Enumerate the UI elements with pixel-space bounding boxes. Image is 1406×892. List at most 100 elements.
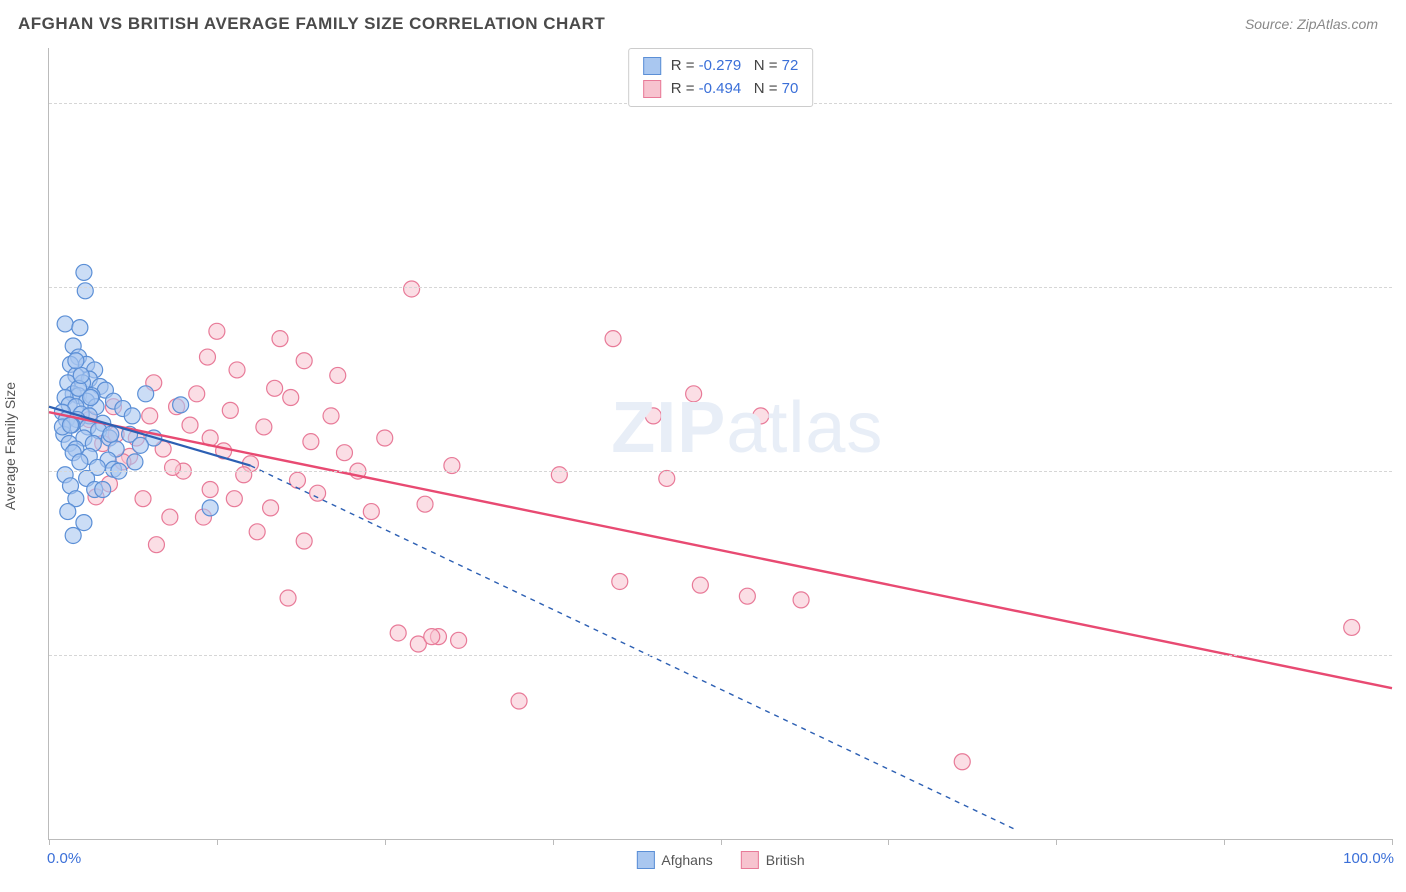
data-point <box>289 472 305 488</box>
data-point <box>189 386 205 402</box>
trend-line <box>49 412 1392 688</box>
data-point <box>103 426 119 442</box>
data-point <box>363 504 379 520</box>
data-point <box>135 491 151 507</box>
x-tick <box>49 839 50 845</box>
chart-title: AFGHAN VS BRITISH AVERAGE FAMILY SIZE CO… <box>18 14 605 34</box>
data-point <box>296 533 312 549</box>
data-point <box>377 430 393 446</box>
legend-swatch <box>643 80 661 98</box>
data-point <box>73 367 89 383</box>
data-point <box>511 693 527 709</box>
source-value: ZipAtlas.com <box>1297 16 1378 32</box>
data-point <box>417 496 433 512</box>
legend-row: R = -0.279 N = 72 <box>643 55 799 78</box>
y-tick-label: 4.00 <box>1398 279 1406 296</box>
data-point <box>404 281 420 297</box>
data-point <box>65 527 81 543</box>
plot-svg <box>49 48 1392 839</box>
source-label: Source: <box>1245 16 1293 32</box>
data-point <box>209 323 225 339</box>
data-point <box>76 264 92 280</box>
data-point <box>229 362 245 378</box>
data-point <box>551 467 567 483</box>
data-point <box>222 402 238 418</box>
data-point <box>451 632 467 648</box>
grid-line <box>49 287 1392 288</box>
data-point <box>138 386 154 402</box>
legend-swatch <box>741 851 759 869</box>
data-point <box>793 592 809 608</box>
data-point <box>132 437 148 453</box>
data-point <box>68 353 84 369</box>
data-point <box>236 467 252 483</box>
series-legend-label: Afghans <box>661 852 712 868</box>
data-point <box>95 481 111 497</box>
data-point <box>83 390 99 406</box>
data-point <box>202 481 218 497</box>
x-tick <box>385 839 386 845</box>
chart-header: AFGHAN VS BRITISH AVERAGE FAMILY SIZE CO… <box>0 0 1406 44</box>
series-legend-item: Afghans <box>636 851 712 869</box>
data-point <box>303 434 319 450</box>
y-tick-label: 5.00 <box>1398 95 1406 112</box>
data-point <box>954 754 970 770</box>
data-point <box>226 491 242 507</box>
data-point <box>659 470 675 486</box>
x-tick-label: 100.0% <box>1343 850 1394 867</box>
data-point <box>148 537 164 553</box>
x-tick <box>721 839 722 845</box>
data-point <box>645 408 661 424</box>
series-legend-label: British <box>766 852 805 868</box>
data-point <box>692 577 708 593</box>
data-point <box>267 380 283 396</box>
data-point <box>336 445 352 461</box>
data-point <box>173 397 189 413</box>
data-point <box>605 331 621 347</box>
data-point <box>76 515 92 531</box>
legend-swatch <box>636 851 654 869</box>
data-point <box>182 417 198 433</box>
data-point <box>142 408 158 424</box>
x-tick <box>1224 839 1225 845</box>
y-tick-label: 3.00 <box>1398 463 1406 480</box>
data-point <box>162 509 178 525</box>
data-point <box>330 367 346 383</box>
correlation-legend: R = -0.279 N = 72R = -0.494 N = 70 <box>628 48 814 107</box>
data-point <box>72 320 88 336</box>
data-point <box>424 629 440 645</box>
data-point <box>612 573 628 589</box>
legend-stats: R = -0.494 N = 70 <box>671 78 799 101</box>
x-tick <box>553 839 554 845</box>
legend-stats: R = -0.279 N = 72 <box>671 55 799 78</box>
data-point <box>127 454 143 470</box>
data-point <box>686 386 702 402</box>
data-point <box>753 408 769 424</box>
data-point <box>272 331 288 347</box>
data-point <box>283 390 299 406</box>
series-legend-item: British <box>741 851 805 869</box>
data-point <box>296 353 312 369</box>
grid-line <box>49 471 1392 472</box>
data-point <box>323 408 339 424</box>
x-tick-label: 0.0% <box>47 850 81 867</box>
data-point <box>263 500 279 516</box>
data-point <box>72 454 88 470</box>
data-point <box>124 408 140 424</box>
data-point <box>739 588 755 604</box>
trend-line-extrapolated <box>250 466 1016 830</box>
grid-line <box>49 655 1392 656</box>
y-axis-title: Average Family Size <box>2 382 18 510</box>
data-point <box>199 349 215 365</box>
data-point <box>1344 619 1360 635</box>
legend-swatch <box>643 57 661 75</box>
data-point <box>390 625 406 641</box>
scatter-chart: ZIPatlas R = -0.279 N = 72R = -0.494 N =… <box>48 48 1392 840</box>
y-tick-label: 2.00 <box>1398 647 1406 664</box>
series-legend: Afghans British <box>636 851 804 869</box>
x-tick <box>1056 839 1057 845</box>
data-point <box>310 485 326 501</box>
legend-row: R = -0.494 N = 70 <box>643 78 799 101</box>
data-point <box>60 504 76 520</box>
data-point <box>256 419 272 435</box>
